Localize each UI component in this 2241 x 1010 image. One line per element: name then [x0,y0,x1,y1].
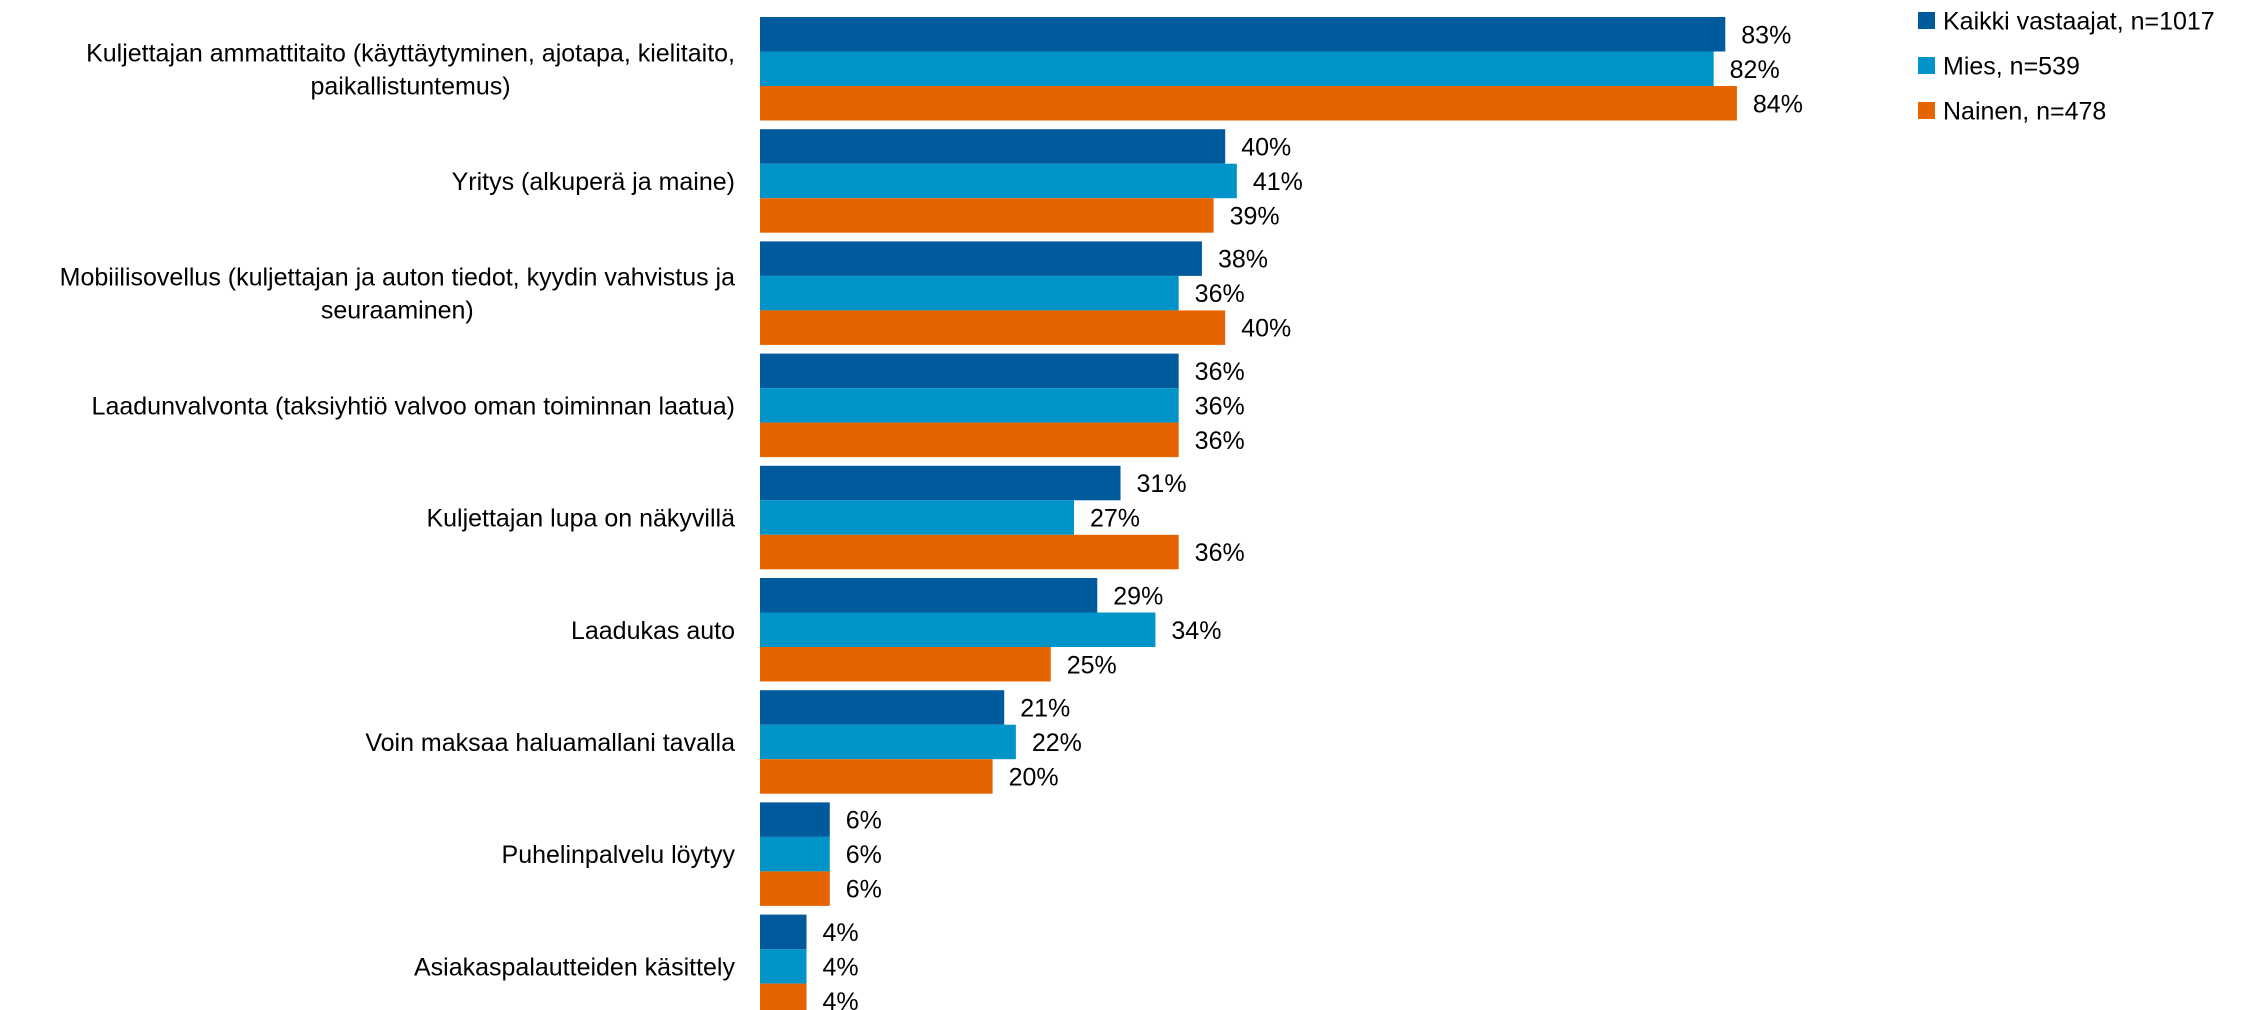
legend-label-2: Nainen, n=478 [1943,98,2106,126]
bar-3-series-0 [760,353,1179,389]
value-label: 34% [1171,617,1221,645]
value-label: 29% [1113,582,1163,610]
bar-6-series-1 [760,724,1016,760]
value-label: 38% [1218,246,1268,274]
value-label: 25% [1067,651,1117,679]
category-label: Laadunvalvonta (taksiyhtiö valvoo oman t… [92,392,735,420]
bar-7-series-0 [760,802,830,837]
category-labels-layer: Kuljettajan ammattitaito (käyttäytyminen… [60,39,736,981]
category-label: Kuljettajan lupa on näkyvillä [426,505,735,533]
bar-2-series-2 [760,310,1226,345]
category-label: Asiakaspalautteiden käsittely [414,953,736,981]
value-label: 36% [1195,280,1245,308]
bar-1-series-0 [760,129,1226,164]
bar-5-series-1 [760,612,1156,647]
value-label: 36% [1195,427,1245,455]
value-label: 21% [1020,694,1070,722]
value-label: 6% [846,807,882,835]
legend: Kaikki vastaajat, n=1017 Mies, n=539 Naine… [1918,8,2215,126]
bar-0-series-0 [760,17,1726,52]
category-label: seuraaminen) [321,297,474,325]
bar-7-series-1 [760,836,830,872]
bar-2-series-1 [760,275,1179,311]
value-label: 40% [1241,315,1291,343]
bar-4-series-2 [760,534,1179,570]
bars-layer [760,17,1737,1010]
value-label: 20% [1009,763,1059,791]
value-label: 39% [1230,202,1280,230]
bar-4-series-1 [760,500,1075,535]
bar-0-series-1 [760,51,1714,86]
bar-0-series-2 [760,86,1737,121]
bar-1-series-2 [760,198,1214,233]
value-label: 84% [1753,90,1803,118]
category-label: Kuljettajan ammattitaito (käyttäytyminen… [86,39,735,67]
value-label: 4% [823,919,859,947]
bar-6-series-2 [760,759,993,794]
bar-3-series-1 [760,388,1179,423]
bar-2-series-0 [760,241,1202,276]
value-label: 36% [1195,392,1245,420]
bar-8-series-1 [760,949,807,984]
value-label: 22% [1032,729,1082,757]
category-label: Mobiilisovellus (kuljettajan ja auton ti… [60,264,735,292]
legend-swatch-1 [1918,57,1935,74]
value-label: 40% [1241,133,1291,161]
category-label: Voin maksaa haluamallani tavalla [365,729,735,757]
value-label: 82% [1730,56,1780,84]
legend-swatch-2 [1918,102,1935,119]
value-label: 4% [823,953,859,981]
bar-5-series-2 [760,647,1051,682]
value-label: 83% [1741,21,1791,49]
legend-label-0: Kaikki vastaajat, n=1017 [1943,8,2215,36]
value-label: 6% [846,876,882,904]
value-label: 27% [1090,505,1140,533]
bar-8-series-2 [760,983,807,1010]
bar-5-series-0 [760,578,1098,613]
value-labels-layer: 83% 82% 84% 40% 41% 39% 38% 36% 40% 36% 36% 36% 31% 2… [823,21,1803,1010]
category-label: Yritys (alkuperä ja maine) [452,168,735,196]
value-label: 31% [1137,470,1187,498]
bar-1-series-1 [760,163,1237,199]
category-label: Puhelinpalvelu löytyy [502,841,736,869]
bar-3-series-2 [760,422,1179,458]
value-label: 6% [846,841,882,869]
category-label: Laadukas auto [571,617,735,645]
bar-6-series-0 [760,690,1005,725]
bar-8-series-0 [760,914,807,950]
bar-7-series-2 [760,871,830,906]
value-label: 4% [823,988,859,1010]
legend-label-1: Mies, n=539 [1943,53,2080,81]
category-label: paikallistuntemus) [310,72,510,100]
value-label: 36% [1195,358,1245,386]
legend-swatch-0 [1918,12,1935,29]
value-label: 41% [1253,168,1303,196]
value-label: 36% [1195,539,1245,567]
bar-4-series-0 [760,465,1121,501]
